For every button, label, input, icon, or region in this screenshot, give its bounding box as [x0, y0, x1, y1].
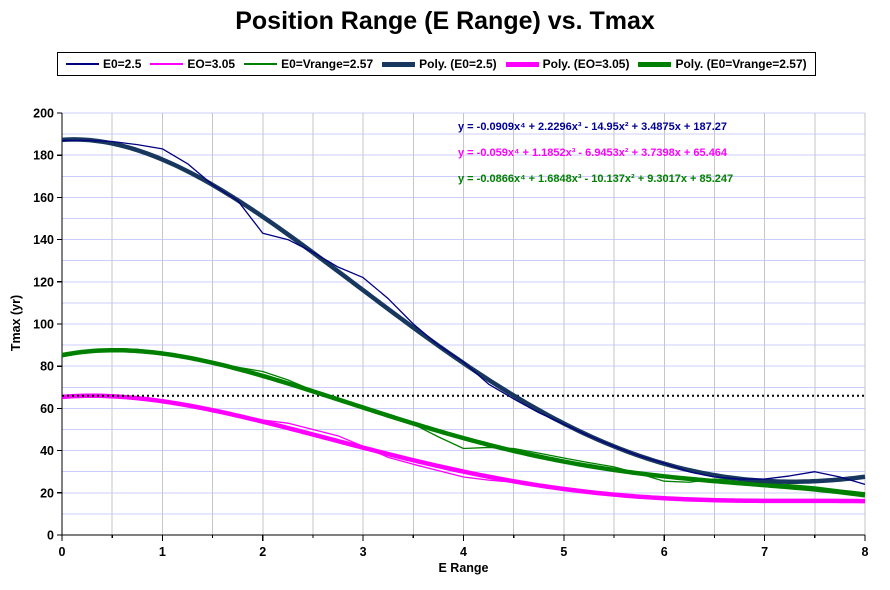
x-tick-label: 7: [761, 545, 768, 559]
legend-line-sample: [505, 61, 539, 67]
x-tick-label: 1: [159, 545, 166, 559]
legend: E0=2.5 EO=3.05 E0=Vrange=2.57 Poly. (E0=2.5…: [57, 52, 816, 76]
trendline-equation-magenta: y = -0.059x⁴ + 1.1852x³ - 6.9453x² + 3.7…: [458, 147, 728, 159]
y-tick-label: 140: [33, 233, 54, 247]
y-tick-label: 0: [47, 529, 54, 543]
legend-item-label: E0=2.5: [103, 57, 142, 71]
legend-item-1: EO=3.05: [150, 57, 235, 71]
legend-item-5: Poly. (E0=Vrange=2.57): [638, 57, 807, 71]
series-e0=2.5: [62, 139, 866, 485]
x-tick-label: 8: [862, 545, 869, 559]
legend-item-label: EO=3.05: [187, 57, 236, 71]
legend-item-label: Poly. (E0=2.5): [419, 57, 497, 71]
y-tick-label: 100: [33, 318, 54, 332]
axes: [57, 112, 866, 541]
x-axis-title: E Range: [438, 561, 489, 575]
legend-item-3: Poly. (E0=2.5): [382, 57, 497, 71]
trendline-equation-navy: y = -0.0909x⁴ + 2.2296x³ - 14.95x² + 3.4…: [458, 121, 728, 133]
vertical-gridlines: [111, 113, 866, 535]
y-tick-label: 20: [40, 486, 54, 500]
x-tick-label: 3: [360, 545, 367, 559]
series-poly.-e0=vrange=2.57-: [61, 347, 866, 498]
chart-title: Position Range (E Range) vs. Tmax: [235, 7, 655, 35]
y-tick-label: 40: [40, 444, 54, 458]
y-tick-label: 60: [40, 402, 54, 416]
x-tick-label: 0: [59, 545, 66, 559]
legend-line-sample: [638, 61, 672, 67]
y-tick-label: 200: [33, 107, 54, 121]
series-eo=3.05: [61, 394, 865, 502]
legend-item-4: Poly. (EO=3.05): [505, 57, 630, 71]
series-group: [61, 137, 866, 504]
y-tick-label: 120: [33, 275, 54, 289]
legend-item-0: E0=2.5: [66, 57, 141, 71]
legend-item-label: Poly. (E0=Vrange=2.57): [675, 57, 807, 71]
legend-line-sample: [150, 63, 184, 65]
legend-item-2: E0=Vrange=2.57: [244, 57, 373, 71]
legend-line-sample: [382, 61, 416, 67]
x-tick-label: 2: [259, 545, 266, 559]
legend-line-sample: [66, 63, 99, 65]
x-tick-label: 4: [460, 545, 467, 559]
x-tick-label: 6: [661, 545, 668, 559]
y-tick-label: 80: [40, 360, 54, 374]
legend-item-label: E0=Vrange=2.57: [281, 57, 374, 71]
y-tick-label: 180: [33, 149, 54, 163]
y-tick-label: 160: [33, 191, 54, 205]
x-tick-label: 5: [560, 545, 567, 559]
legend-line-sample: [244, 63, 278, 65]
legend-item-label: Poly. (EO=3.05): [542, 57, 630, 71]
trendline-equation-green: y = -0.0866x⁴ + 1.6848x³ - 10.137x² + 9.…: [458, 173, 734, 185]
y-axis-title: Tmax (yr): [9, 294, 23, 352]
